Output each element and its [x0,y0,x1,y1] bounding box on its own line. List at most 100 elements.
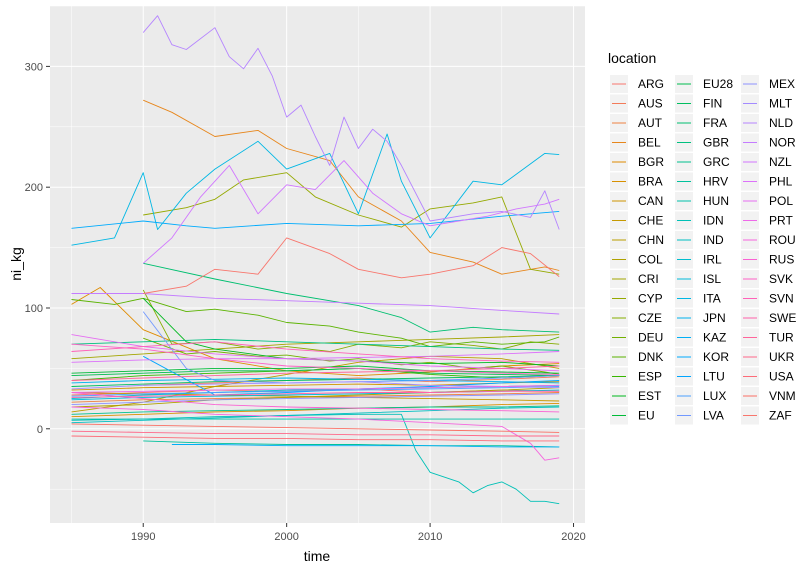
series-line-pol [71,334,560,372]
legend-label-deu: DEU [638,331,663,345]
legend-label-fra: FRA [703,116,727,130]
series-line-idn [71,413,560,505]
series-line-ita [71,133,560,246]
series-line-rus [71,392,560,413]
legend-label-bra: BRA [638,175,663,189]
legend-label-bgr: BGR [638,155,664,169]
legend-label-cyp: CYP [638,292,663,306]
legend-label-che: CHE [638,214,663,228]
legend-label-ind: IND [703,233,724,247]
legend-title: location [608,50,656,66]
legend-label-aut: AUT [638,116,663,130]
series-line-deu [143,337,560,375]
series-line-col [71,387,560,408]
legend-label-svn: SVN [769,292,794,306]
legend-label-lva: LVA [703,409,724,423]
legend-label-ltu: LTU [703,370,725,384]
series-line-nor [71,293,560,315]
legend-label-cze: CZE [638,311,662,325]
series-line-hrv [143,440,560,448]
series-line-usa [71,435,560,442]
legend-label-rou: ROU [769,233,796,247]
legend-label-col: COL [638,253,663,267]
series-line-rou [71,406,560,461]
series-line-svn [71,341,560,363]
series-line-ukr [71,430,560,437]
series-line-bra [71,402,560,418]
legend-label-aus: AUS [638,97,663,111]
legend-label-vnm: VNM [769,389,796,403]
legend-label-bel: BEL [638,136,661,150]
legend-label-swe: SWE [769,311,796,325]
legend-label-usa: USA [769,370,794,384]
series-line-jpn [71,377,560,384]
series-line-tur [71,365,560,381]
legend-label-kor: KOR [703,350,729,364]
legend-label-dnk: DNK [638,350,663,364]
y-tick-label: 0 [37,424,43,436]
legend-label-eu28: EU28 [703,77,733,91]
legend-label-zaf: ZAF [769,409,792,423]
series-line-nld [142,15,560,230]
legend-label-lux: LUX [703,389,726,403]
series-line-zaf [143,237,560,294]
x-axis: 1990 2000 2010 2020 [131,523,586,543]
legend-label-prt: PRT [769,214,793,228]
series-line-grc [71,405,560,415]
legend-label-jpn: JPN [703,311,726,325]
legend-label-kaz: KAZ [703,331,726,345]
x-tick-label: 2020 [561,531,585,543]
series-line-ind [71,406,560,424]
series-line-svk [71,343,560,375]
legend-label-nor: NOR [769,136,796,150]
legend-label-nld: NLD [769,116,793,130]
legend-label-chn: CHN [638,233,664,247]
series-line-dnk [71,297,560,348]
legend-label-can: CAN [638,194,663,208]
series-line-cyp [143,172,560,275]
series-line-mex [71,393,560,406]
series-layer [71,15,560,505]
y-axis: 0 100 200 300 [25,61,50,436]
y-tick-label: 100 [25,303,43,315]
series-line-fra [143,262,560,333]
legend-label-ita: ITA [703,292,721,306]
series-line-eu28 [71,367,560,377]
series-line-lux [71,386,560,397]
legend-label-cri: CRI [638,272,659,286]
legend-label-nzl: NZL [769,155,792,169]
legend-label-phl: PHL [769,175,793,189]
legend-label-mlt: MLT [769,97,793,111]
legend-label-grc: GRC [703,155,730,169]
x-axis-title: time [304,548,331,564]
legend-label-eu: EU [638,409,655,423]
legend-label-isl: ISL [703,272,721,286]
series-line-kaz [171,444,560,448]
series-line-phl [71,351,560,363]
series-line-prt [71,384,560,393]
legend-label-hun: HUN [703,194,729,208]
series-line-gbr [71,338,560,351]
legend-label-est: EST [638,389,662,403]
legend-label-gbr: GBR [703,136,729,150]
x-tick-label: 2010 [418,531,442,543]
legend-label-fin: FIN [703,97,722,111]
y-tick-label: 200 [25,182,43,194]
series-line-vnm [71,423,560,433]
legend-label-mex: MEX [769,77,795,91]
legend-label-esp: ESP [638,370,662,384]
series-line-bel [143,99,560,275]
legend-label-arg: ARG [638,77,664,91]
y-tick-label: 300 [25,61,43,73]
legend-label-irl: IRL [703,253,722,267]
series-line-kor [71,210,560,229]
legend-label-svk: SVK [769,272,793,286]
legend-label-ukr: UKR [769,350,795,364]
x-tick-label: 2000 [274,531,298,543]
legend-label-tur: TUR [769,331,794,345]
series-line-aus [143,376,560,386]
legend-label-pol: POL [769,194,793,208]
x-tick-label: 1990 [131,531,155,543]
series-line-swe [71,390,560,398]
